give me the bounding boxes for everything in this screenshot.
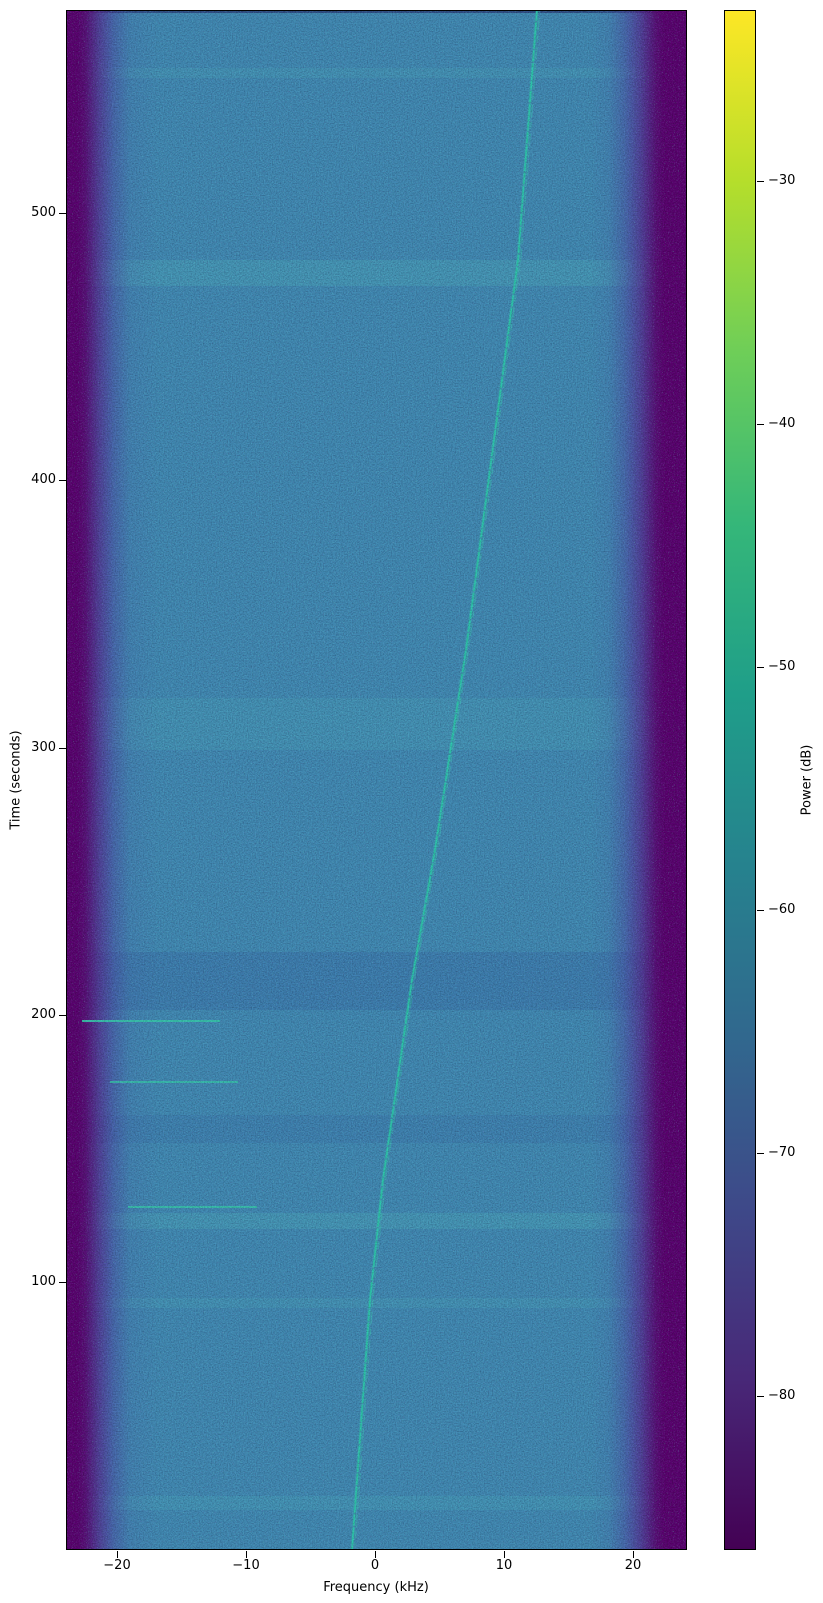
y-tick xyxy=(59,1282,66,1283)
x-tick-label: 0 xyxy=(370,1558,380,1573)
colorbar-tick-label: −80 xyxy=(768,1388,796,1403)
colorbar-tick-label: −70 xyxy=(768,1145,796,1160)
spectrogram-plot xyxy=(66,10,687,1550)
colorbar-tick-label: −30 xyxy=(768,173,796,188)
colorbar-tick xyxy=(757,1396,764,1397)
x-tick-label: 20 xyxy=(624,1558,642,1573)
y-tick xyxy=(59,748,66,749)
colorbar-tick-label: −50 xyxy=(768,659,796,674)
colorbar-tick-label: −60 xyxy=(768,902,796,917)
y-tick-label: 100 xyxy=(31,1274,56,1289)
colorbar-tick xyxy=(757,1153,764,1154)
y-tick-label: 300 xyxy=(31,740,56,755)
y-tick xyxy=(59,480,66,481)
colorbar-tick xyxy=(757,181,764,182)
noise-texture-layer xyxy=(66,10,687,1550)
colorbar-tick xyxy=(757,424,764,425)
x-tick-label: −10 xyxy=(232,1558,260,1573)
x-tick xyxy=(375,1551,376,1558)
y-tick-label: 400 xyxy=(31,472,56,487)
y-tick xyxy=(59,1015,66,1016)
x-tick xyxy=(117,1551,118,1558)
x-axis-label: Frequency (kHz) xyxy=(323,1580,429,1595)
colorbar-tick xyxy=(757,910,764,911)
colorbar-viridis xyxy=(724,10,756,1550)
y-tick-label: 200 xyxy=(31,1007,56,1022)
colorbar-axis-label: Power (dB) xyxy=(799,744,815,816)
colorbar-tick-label: −40 xyxy=(768,416,796,431)
x-tick xyxy=(504,1551,505,1558)
x-tick-label: −20 xyxy=(103,1558,131,1573)
x-tick xyxy=(633,1551,634,1558)
x-tick-label: 10 xyxy=(495,1558,513,1573)
y-axis-label: Time (seconds) xyxy=(8,730,24,830)
y-tick-label: 500 xyxy=(31,205,56,220)
y-tick xyxy=(59,213,66,214)
x-tick xyxy=(246,1551,247,1558)
colorbar-tick xyxy=(757,667,764,668)
